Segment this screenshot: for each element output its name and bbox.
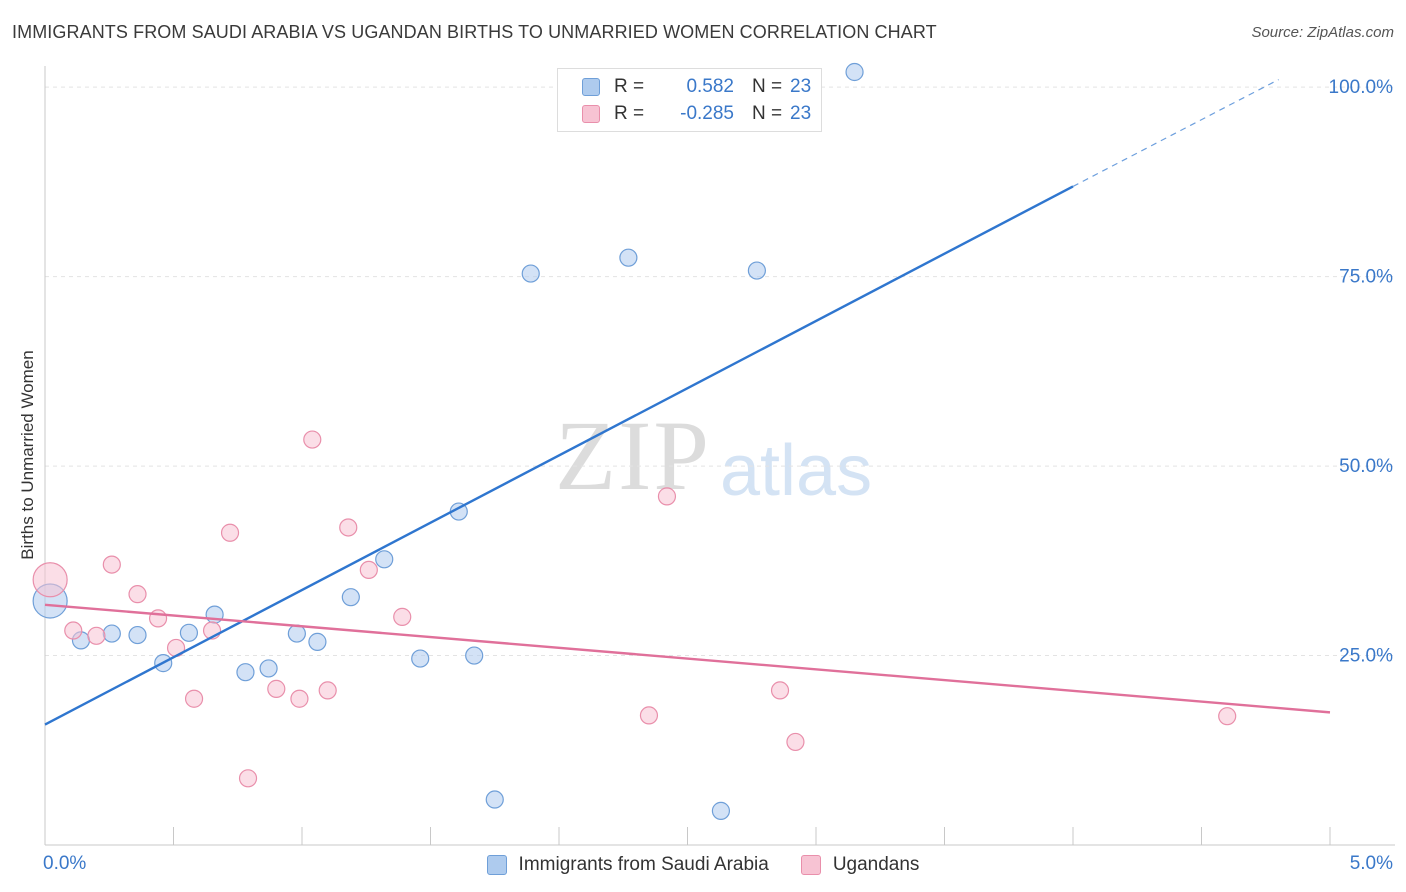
point-saudi (485, 790, 504, 809)
legend-swatch-ugandans (800, 855, 821, 875)
y-tick-label: 75.0% (1339, 267, 1393, 288)
point-saudi (619, 248, 638, 267)
point-ugandans (359, 560, 378, 580)
point-ugandans (1218, 707, 1237, 726)
point-ugandans (393, 607, 412, 626)
point-ugandans (102, 555, 121, 574)
point-ugandans (318, 681, 337, 700)
point-saudi (287, 624, 306, 643)
stats-box: R = 0.582 N = 23 R = -0.285 N = 23 (557, 68, 822, 132)
stats-n-value: 23 (790, 76, 812, 97)
trend-line-saudi-extension (1072, 79, 1279, 187)
y-axis-label: Births to Unmarried Women (18, 350, 37, 560)
point-ugandans (238, 769, 258, 788)
x-tick-label: 0.0% (43, 853, 86, 874)
point-saudi (341, 588, 360, 607)
point-ugandans (64, 621, 83, 640)
point-saudi (179, 623, 199, 642)
point-saudi (375, 550, 394, 569)
stats-row-ugandans: R = -0.285 N = 23 (582, 101, 811, 127)
point-saudi (102, 624, 121, 643)
stats-n-label: N = (752, 76, 783, 97)
point-ugandans (184, 689, 204, 708)
point-saudi (259, 659, 278, 678)
legend-item-ugandans[interactable]: Ugandans (800, 854, 920, 876)
point-saudi (465, 646, 484, 665)
point-saudi (521, 264, 540, 283)
point-ugandans (148, 609, 168, 628)
point-saudi (128, 625, 147, 645)
legend-label-ugandans: Ugandans (832, 854, 920, 875)
stats-swatch-saudi (582, 78, 600, 96)
trend-line-ugandans (44, 603, 1331, 714)
watermark-atlas: atlas (720, 431, 873, 511)
stats-swatch-ugandans (582, 105, 600, 123)
source-label: Source: ZipAtlas.com (1251, 24, 1394, 41)
stats-r-value: 0.582 (686, 76, 734, 97)
trend-line-saudi (44, 185, 1074, 726)
point-saudi (711, 801, 731, 820)
point-ugandans (770, 681, 790, 700)
point-saudi (845, 62, 864, 82)
point-ugandans (639, 706, 659, 725)
point-saudi (411, 649, 430, 668)
point-saudi (236, 663, 255, 682)
y-tick-label: 100.0% (1329, 77, 1394, 98)
stats-row-saudi: R = 0.582 N = 23 (582, 74, 811, 100)
y-tick-label: 50.0% (1339, 456, 1393, 477)
point-ugandans (32, 562, 68, 598)
x-tick-label: 5.0% (1350, 853, 1393, 874)
point-ugandans (220, 523, 240, 542)
point-ugandans (128, 585, 147, 604)
point-saudi (308, 632, 327, 651)
legend-swatch-saudi (486, 855, 507, 875)
legend: Immigrants from Saudi Arabia Ugandans (0, 852, 1406, 878)
stats-n-label: N = (752, 103, 783, 124)
point-ugandans (290, 689, 309, 708)
point-ugandans (786, 732, 805, 752)
point-ugandans (87, 626, 106, 645)
point-ugandans (267, 679, 286, 698)
legend-label-saudi: Immigrants from Saudi Arabia (518, 854, 769, 875)
point-ugandans (339, 518, 358, 537)
y-tick-label: 25.0% (1339, 646, 1393, 667)
stats-r-label: R = (614, 76, 645, 97)
point-saudi (747, 261, 766, 280)
chart-title: IMMIGRANTS FROM SAUDI ARABIA VS UGANDAN … (12, 22, 937, 42)
point-ugandans (303, 430, 322, 449)
point-ugandans (657, 487, 677, 506)
stats-n-value: 23 (790, 103, 812, 124)
legend-item-saudi[interactable]: Immigrants from Saudi Arabia (486, 854, 769, 876)
stats-r-label: R = (614, 103, 645, 124)
stats-r-value: -0.285 (680, 103, 734, 124)
